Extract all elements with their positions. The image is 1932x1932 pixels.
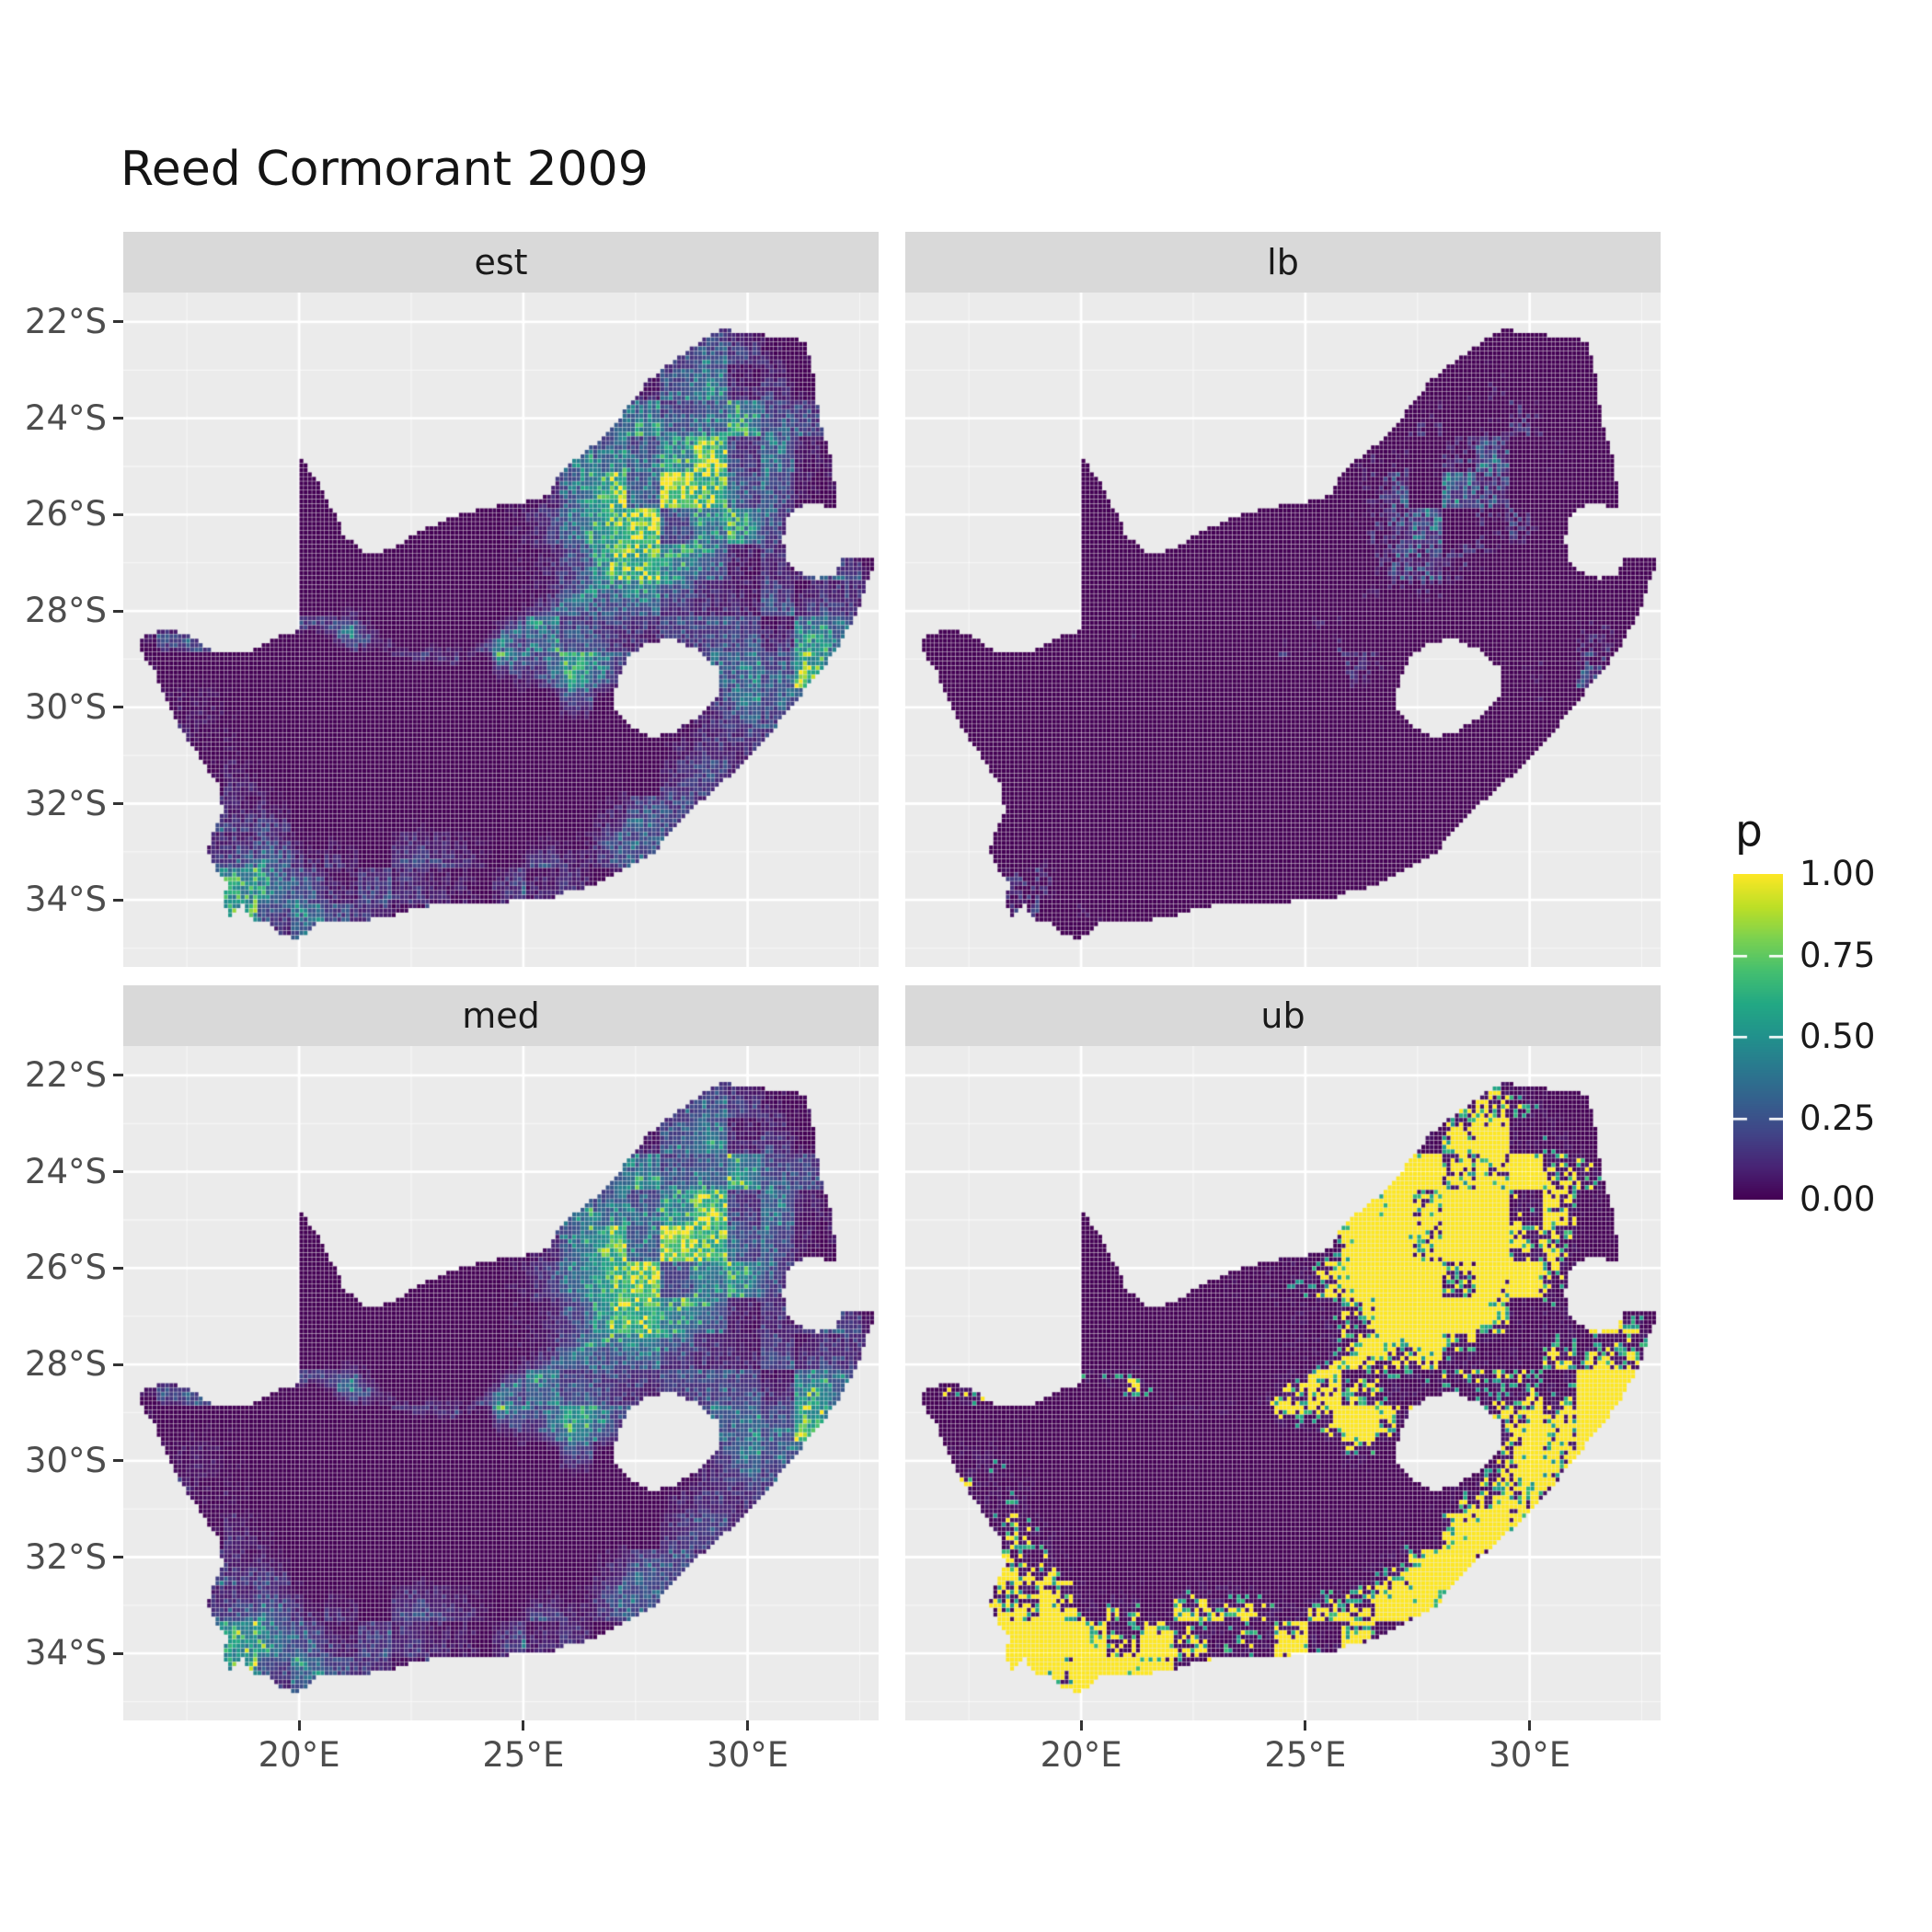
legend-tick-label-0.00: 0.00: [1800, 1179, 1876, 1219]
facet-label: med: [462, 995, 540, 1036]
facet-strip-ub: ub: [905, 985, 1661, 1046]
facet-strip-lb: lb: [905, 232, 1661, 293]
y-axis-tick: [113, 1363, 123, 1366]
y-axis-tick: [113, 1074, 123, 1077]
facet-label: ub: [1260, 995, 1305, 1036]
facet-strip-med: med: [123, 985, 879, 1046]
y-axis-tick: [113, 320, 123, 324]
x-axis-tick: [1079, 1720, 1083, 1731]
legend-tick-label-0.50: 0.50: [1800, 1017, 1876, 1056]
facet-label: lb: [1267, 242, 1299, 282]
y-axis-label-22°S: 22°S: [24, 301, 107, 341]
y-axis-label-32°S: 32°S: [24, 1536, 107, 1577]
legend: p 1.00 0.75 0.50 0.25 0.00: [1733, 806, 1932, 1248]
facet-lb: lb: [905, 232, 1661, 967]
x-axis-tick: [1304, 1720, 1307, 1731]
y-axis-tick: [113, 1651, 123, 1655]
x-axis-tick: [1528, 1720, 1532, 1731]
y-axis-label-30°S: 30°S: [24, 1440, 107, 1480]
y-axis-label-30°S: 30°S: [24, 686, 107, 727]
y-axis-label-28°S: 28°S: [24, 591, 107, 631]
facet-med: med: [123, 985, 879, 1720]
map-panel-med: [123, 1046, 879, 1720]
legend-tick-label-1.00: 1.00: [1800, 854, 1876, 893]
map-panel-lb: [905, 293, 1661, 967]
legend-tick-label-0.25: 0.25: [1800, 1098, 1876, 1138]
y-axis-label-24°S: 24°S: [24, 397, 107, 438]
map-panel-est: [123, 293, 879, 967]
y-axis-label-24°S: 24°S: [24, 1151, 107, 1191]
y-axis-label-26°S: 26°S: [24, 1248, 107, 1288]
y-axis-tick: [113, 898, 123, 902]
y-axis-tick: [113, 1170, 123, 1174]
x-axis-tick: [297, 1720, 301, 1731]
x-axis-tick: [746, 1720, 750, 1731]
y-axis-label-26°S: 26°S: [24, 494, 107, 535]
legend-tick-label-0.75: 0.75: [1800, 935, 1876, 975]
y-axis-label-28°S: 28°S: [24, 1344, 107, 1385]
y-axis-tick: [113, 417, 123, 420]
y-axis-tick: [113, 1556, 123, 1558]
y-axis-tick: [113, 1266, 123, 1270]
legend-colorbar: [1733, 874, 1783, 1200]
x-axis-label-30°E: 30°E: [707, 1735, 789, 1775]
facet-est: est: [123, 232, 879, 967]
y-axis-tick: [113, 512, 123, 516]
x-axis-label-20°E: 20°E: [258, 1735, 340, 1775]
x-axis-label-25°E: 25°E: [482, 1735, 565, 1775]
legend-title: p: [1735, 806, 1763, 857]
y-axis-label-34°S: 34°S: [24, 1633, 107, 1673]
facet-ub: ub: [905, 985, 1661, 1720]
x-axis-tick: [522, 1720, 525, 1731]
y-axis-tick: [113, 1459, 123, 1463]
y-axis-tick: [113, 609, 123, 613]
plot-title: Reed Cormorant 2009: [121, 142, 649, 197]
x-axis-label-25°E: 25°E: [1264, 1735, 1347, 1775]
x-axis-label-20°E: 20°E: [1040, 1735, 1122, 1775]
map-panel-ub: [905, 1046, 1661, 1720]
y-axis-label-32°S: 32°S: [24, 783, 107, 823]
x-axis-label-30°E: 30°E: [1489, 1735, 1571, 1775]
facet-strip-est: est: [123, 232, 879, 293]
y-axis-label-34°S: 34°S: [24, 880, 107, 920]
facet-label: est: [474, 242, 528, 282]
y-axis-tick: [113, 802, 123, 805]
y-axis-tick: [113, 706, 123, 709]
y-axis-label-22°S: 22°S: [24, 1054, 107, 1095]
